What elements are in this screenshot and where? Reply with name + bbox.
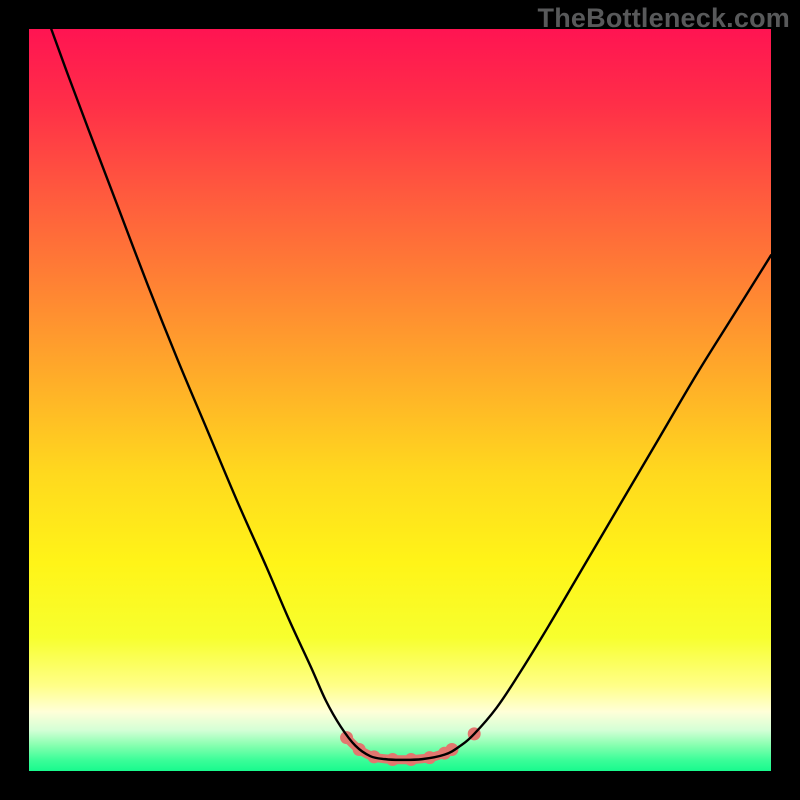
chart-svg bbox=[0, 0, 800, 800]
bottleneck-curve bbox=[51, 29, 771, 760]
watermark-text: TheBottleneck.com bbox=[538, 3, 790, 34]
